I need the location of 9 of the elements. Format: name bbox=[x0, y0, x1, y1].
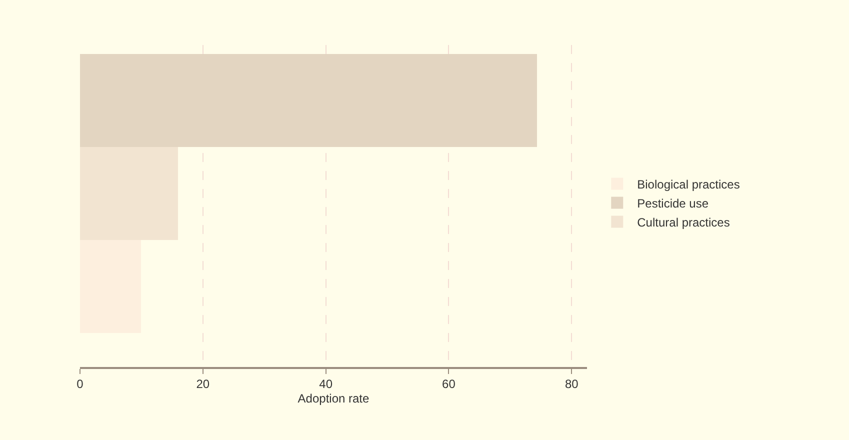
x-tick-label: 80 bbox=[564, 377, 579, 392]
x-axis-title: Adoption rate bbox=[298, 392, 370, 406]
x-tick-label: 40 bbox=[319, 377, 333, 392]
legend-label: Cultural practices bbox=[637, 215, 730, 230]
x-tick-label: 0 bbox=[76, 377, 84, 392]
legend-label: Pesticide use bbox=[637, 196, 709, 210]
x-tick-label: 20 bbox=[196, 377, 210, 392]
x-tick-label: 60 bbox=[442, 377, 456, 392]
legend-label: Biological practices bbox=[637, 177, 740, 192]
